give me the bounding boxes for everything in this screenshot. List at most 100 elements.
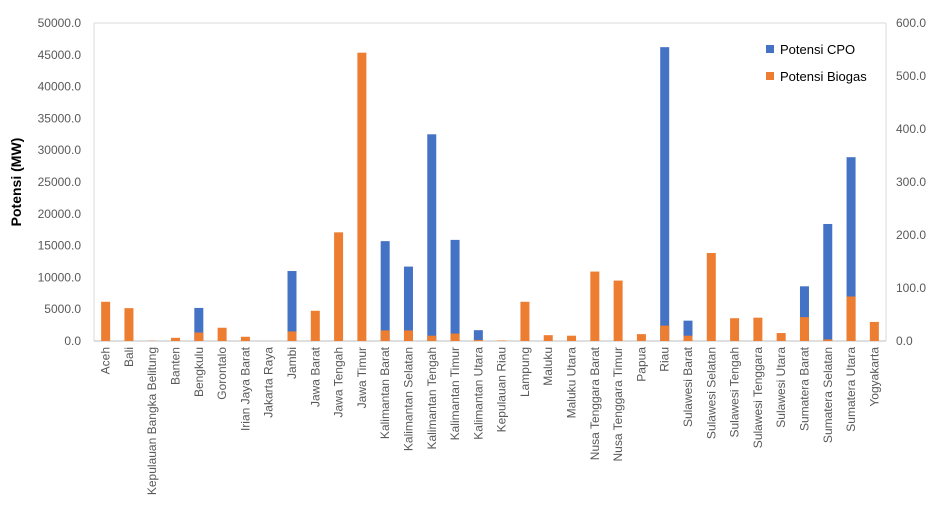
legend-swatch-cpo [766,45,774,53]
bar-biogas-19 [543,335,553,341]
bar-cpo-31 [823,223,833,341]
y-tick-label: 40000.0 [38,80,82,94]
bar-biogas-16 [473,339,483,341]
y-tick-label: 25000.0 [38,175,82,189]
x-tick-label: Jawa Timur [355,347,369,408]
bar-biogas-21 [590,271,600,341]
y-tick-label: 10000.0 [38,270,82,284]
x-tick-label: Nusa Tenggara Timur [611,347,625,462]
bar-biogas-26 [706,253,716,341]
x-tick-label: Maluku [541,347,555,386]
bar-cpo-13 [403,266,413,341]
x-tick-label: Bali [122,347,136,367]
y-tick-label: 0.0 [64,334,81,348]
y-tick-label: 20000.0 [38,207,82,221]
bar-cpo-8 [287,271,297,341]
x-tick-label: Maluku Utara [565,347,579,419]
x-tick-label: Sulawesi Barat [681,346,695,427]
bar-biogas-11 [357,52,367,342]
bar-biogas-31 [823,339,833,341]
bar-cpo-4 [194,307,204,341]
legend-swatch-biogas [766,72,774,80]
x-tick-label: Sulawesi Tengah [728,347,742,438]
bar-biogas-24 [660,325,670,341]
labels-layer: 0.0 5000.0 10000.0 15000.0 20000.0 25000.0 300… [38,16,927,495]
legend: Potensi CPO Potensi Biogas [766,42,867,84]
bar-biogas-4 [194,332,204,341]
bar-biogas-8 [287,331,297,341]
x-tick-label: Jawa Tengah [332,347,346,418]
bar-cpo-16 [473,330,483,341]
bar-biogas-5 [217,327,227,341]
bars-layer [101,47,879,342]
x-tick-label: Kalimantan Barat [378,346,392,439]
x-tick-label: Kalimantan Tengah [425,347,439,450]
y-tick-label: 15000.0 [38,239,82,253]
axes-layer [93,22,887,342]
x-tick-label: Sulawesi Utara [774,347,788,428]
y2-tick-label: 600.0 [896,16,926,30]
legend-label-biogas: Potensi Biogas [780,69,867,84]
y-axis-label: Potensi (MW) [8,138,24,227]
x-tick-label: Sulawesi Tenggara [751,347,765,449]
x-tick-label: Sumatera Barat [797,346,811,431]
y-tick-label: 35000.0 [38,111,82,125]
x-tick-label: Bengkulu [192,347,206,397]
x-tick-label: Jakarta Raya [262,347,276,418]
x-tick-label: Jambi [285,347,299,379]
bar-biogas-9 [310,310,320,341]
bar-biogas-12 [380,330,390,341]
bar-biogas-25 [683,335,693,341]
y-tick-label: 5000.0 [44,302,81,316]
y2-tick-label: 300.0 [896,175,926,189]
x-tick-label: Gorontalo [215,347,229,400]
y2-tick-label: 100.0 [896,281,926,295]
bar-biogas-1 [124,308,134,341]
bar-biogas-22 [613,280,623,341]
bar-biogas-27 [730,318,740,341]
y-tick-label: 45000.0 [38,48,82,62]
x-tick-label: Yogyakarta [867,347,881,407]
bar-cpo-32 [846,157,856,341]
bar-biogas-10 [334,232,344,341]
bar-cpo-24 [660,47,670,341]
bar-biogas-29 [776,333,786,341]
x-tick-label: Irian Jaya Barat [238,346,252,431]
x-tick-label: Aceh [99,347,113,374]
bar-biogas-18 [520,301,530,341]
y-tick-label: 30000.0 [38,143,82,157]
bar-biogas-3 [171,337,181,341]
bar-cpo-15 [450,239,460,341]
bar-biogas-17 [497,340,507,341]
x-tick-label: Kepulauan Riau [495,347,509,432]
y2-tick-label: 500.0 [896,69,926,83]
x-tick-label: Sulawesi Selatan [704,347,718,439]
bar-biogas-33 [869,321,879,341]
bar-biogas-0 [101,301,111,341]
bar-biogas-13 [403,330,413,341]
bar-biogas-30 [799,317,809,341]
x-tick-label: Kepulauan Bangka Belitung [145,347,159,495]
x-tick-label: Jawa Barat [308,346,322,407]
bar-biogas-32 [846,296,856,341]
bar-cpo-14 [427,134,437,341]
x-tick-label: Sumatera Selatan [821,347,835,443]
bar-biogas-28 [753,317,763,341]
x-tick-label: Papua [634,347,648,382]
legend-label-cpo: Potensi CPO [780,42,855,57]
x-tick-label: Nusa Tenggara Barat [588,346,602,460]
bar-biogas-23 [636,334,646,341]
bar-cpo-12 [380,241,390,341]
bar-biogas-20 [567,335,577,341]
x-tick-label: Kalimantan Selatan [401,347,415,451]
x-tick-label: Kalimantan Utara [471,347,485,440]
bar-cpo-30 [799,286,809,341]
bar-cpo-25 [683,320,693,341]
y2-tick-label: 400.0 [896,122,926,136]
y-tick-label: 50000.0 [38,16,82,30]
bar-biogas-6 [240,336,250,341]
bar-biogas-15 [450,333,460,341]
x-tick-label: Riau [658,347,672,372]
x-tick-label: Kalimantan Timur [448,347,462,440]
